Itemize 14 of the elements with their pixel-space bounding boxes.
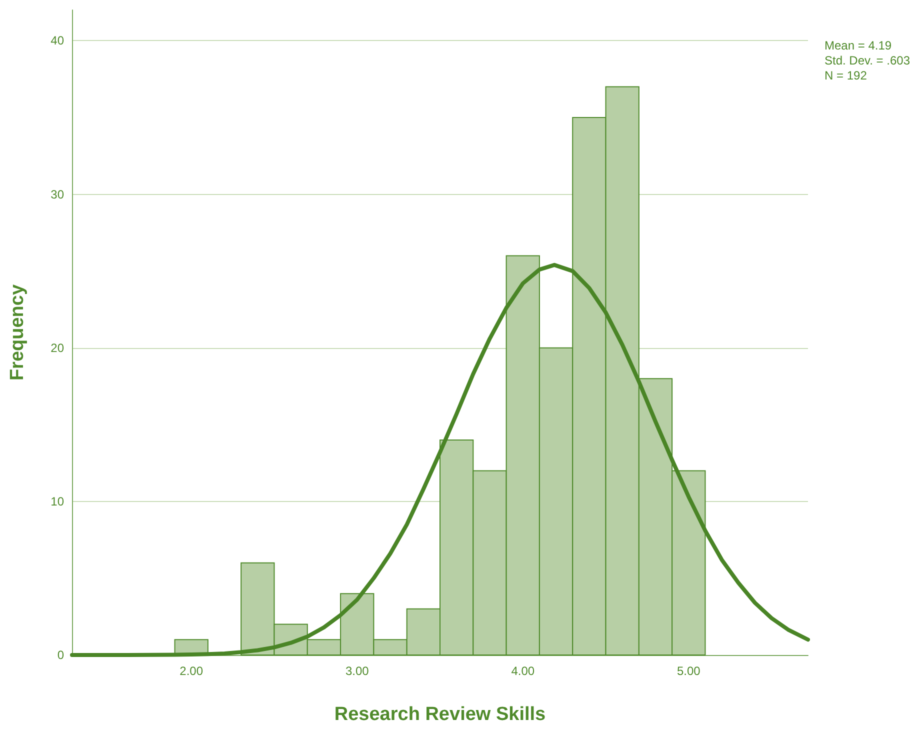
y-tick-label: 10 xyxy=(50,494,64,508)
text: N = 192 xyxy=(824,68,868,82)
y-tick-label: 0 xyxy=(57,648,64,662)
x-tick-label: 3.00 xyxy=(345,664,370,678)
x-tick-label: 5.00 xyxy=(676,664,701,678)
x-axis-title: Research Review Skills xyxy=(334,704,546,725)
text: Mean = 4.19 xyxy=(824,38,892,52)
y-tick-label: 40 xyxy=(50,34,64,48)
y-tick-label: 20 xyxy=(50,340,64,355)
x-tick-label: 2.00 xyxy=(180,664,204,678)
x-tick-label: 4.00 xyxy=(511,664,535,678)
text: Std. Dev. = .603 xyxy=(824,54,910,68)
y-tick-label: 30 xyxy=(50,187,64,202)
y-axis-title: Frequency xyxy=(7,284,28,381)
